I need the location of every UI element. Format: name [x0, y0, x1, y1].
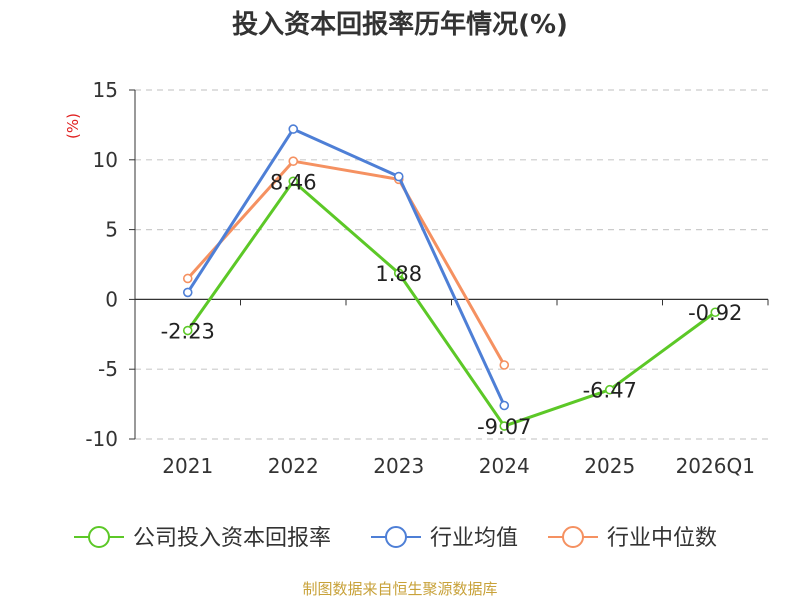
data-point [182, 273, 193, 284]
axes: 15 10 5 0 -5 -10 2021 2022 2023 2024 2025 2026Q1 (%) [64, 78, 769, 478]
x-tick-label: 2021 [162, 454, 213, 478]
legend-marker [385, 526, 407, 548]
legend-item-0: 公司投入资本回报率 [74, 526, 331, 551]
series-0 [182, 176, 721, 431]
series-1 [182, 124, 510, 411]
data-point [288, 156, 299, 166]
data-labels: -2.23 8.46 1.88 -9.07 -6.47 -0.92 [161, 170, 743, 439]
y-tick-label: 5 [105, 218, 118, 242]
data-point [393, 171, 404, 182]
x-tick-label: 2024 [479, 454, 530, 478]
x-tick-label: 2026Q1 [676, 454, 755, 478]
data-point [288, 124, 299, 134]
data-point [182, 287, 193, 298]
data-label: 1.88 [375, 262, 422, 286]
source-note: 制图数据来自恒生聚源数据库 [302, 580, 498, 598]
y-tick-label: -10 [85, 427, 118, 451]
chart-title: 投入资本回报率历年情况(%) [232, 10, 568, 40]
y-tick-label: -5 [98, 357, 118, 381]
data-label: -0.92 [688, 301, 742, 325]
legend-label: 公司投入资本回报率 [133, 526, 331, 551]
legend-marker [88, 526, 110, 548]
legend-item-2: 行业中位数 [548, 526, 717, 551]
series-layer: -2.23 8.46 1.88 -9.07 -6.47 -0.92 [161, 124, 743, 439]
legend-marker [562, 526, 584, 548]
x-tick-label: 2025 [584, 454, 635, 478]
y-tick-label: 0 [105, 287, 118, 311]
data-label: 8.46 [270, 170, 317, 194]
y-axis-label: (%) [64, 113, 82, 139]
series-line [186, 179, 717, 428]
series-line [186, 159, 506, 366]
grid-lines [135, 89, 768, 440]
legend-label: 行业均值 [430, 526, 518, 551]
data-point [710, 307, 721, 318]
legend-item-1: 行业均值 [371, 526, 518, 551]
x-tick-label: 2023 [373, 454, 424, 478]
data-label: -6.47 [583, 379, 637, 403]
data-point [499, 400, 510, 411]
data-label: -2.23 [161, 320, 215, 344]
x-tick-label: 2022 [268, 454, 319, 478]
series-line [186, 127, 506, 407]
data-point [499, 360, 510, 370]
data-point [499, 421, 510, 431]
data-label: -9.07 [477, 415, 531, 439]
data-point [604, 384, 615, 395]
legend-label: 行业中位数 [607, 526, 717, 551]
series-2 [182, 156, 510, 370]
data-point [393, 268, 404, 278]
y-tick-label: 15 [93, 78, 118, 102]
y-tick-label: 10 [93, 148, 118, 172]
legend: 公司投入资本回报率 行业均值 行业中位数 [74, 526, 717, 551]
data-point [182, 325, 193, 336]
data-point [288, 176, 299, 187]
